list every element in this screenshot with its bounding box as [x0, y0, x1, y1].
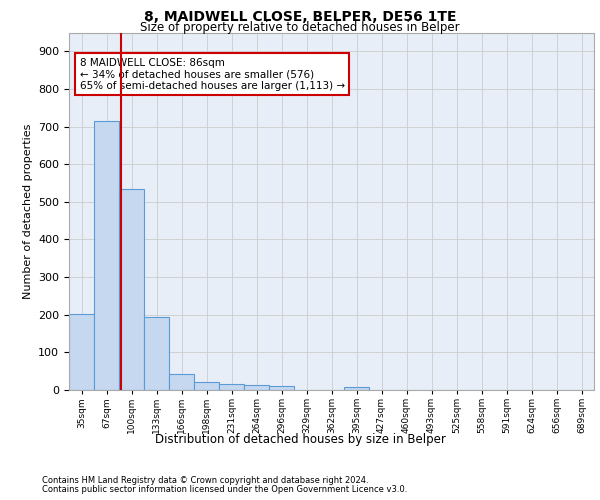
- Text: 8, MAIDWELL CLOSE, BELPER, DE56 1TE: 8, MAIDWELL CLOSE, BELPER, DE56 1TE: [144, 10, 456, 24]
- Text: Distribution of detached houses by size in Belper: Distribution of detached houses by size …: [155, 432, 445, 446]
- Y-axis label: Number of detached properties: Number of detached properties: [23, 124, 32, 299]
- Bar: [344, 387, 369, 390]
- Text: Size of property relative to detached houses in Belper: Size of property relative to detached ho…: [140, 21, 460, 34]
- Text: 8 MAIDWELL CLOSE: 86sqm
← 34% of detached houses are smaller (576)
65% of semi-d: 8 MAIDWELL CLOSE: 86sqm ← 34% of detache…: [79, 58, 344, 90]
- Text: Contains public sector information licensed under the Open Government Licence v3: Contains public sector information licen…: [42, 485, 407, 494]
- Bar: [219, 384, 244, 390]
- Bar: [244, 385, 269, 390]
- Bar: [194, 382, 219, 390]
- Bar: [94, 122, 119, 390]
- Text: Contains HM Land Registry data © Crown copyright and database right 2024.: Contains HM Land Registry data © Crown c…: [42, 476, 368, 485]
- Bar: [119, 189, 144, 390]
- Bar: [69, 314, 94, 390]
- Bar: [169, 374, 194, 390]
- Bar: [269, 386, 294, 390]
- Bar: [144, 318, 169, 390]
